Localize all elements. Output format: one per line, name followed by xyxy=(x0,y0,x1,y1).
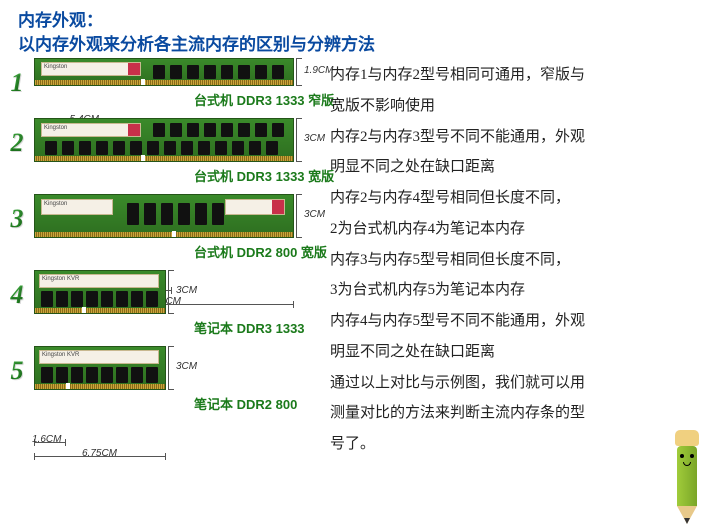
module-type-label: 笔记本 DDR2 800 xyxy=(194,394,297,413)
explanation-line: 明显不同之处在缺口距离 xyxy=(330,152,708,183)
module-number: 1 xyxy=(0,58,34,98)
explanation-line: 3为台式机内存5为笔记本内存 xyxy=(330,275,708,306)
module-number: 3 xyxy=(0,194,34,234)
explanation-line: 2为台式机内存4为笔记本内存 xyxy=(330,214,708,245)
memory-module-3: 3Kingston3CM台式机 DDR2 800 宽版7CM13.3CM xyxy=(0,194,320,266)
pencil-mascot-icon xyxy=(669,424,709,524)
explanation-text: 内存1与内存2型号相同可通用，窄版与宽版不影响使用内存2与内存3型号不同不能通用… xyxy=(330,60,708,460)
ram-stick: Kingston KVR xyxy=(34,346,166,390)
memory-module-2: 2Kingston3CM台式机 DDR3 1333 宽版5.4CM13.3CM xyxy=(0,118,320,190)
module-type-label: 台式机 DDR3 1333 窄版 xyxy=(194,90,334,109)
memory-modules-diagram: 1Kingston1.9CM台式机 DDR3 1333 窄版5.4CM13.3C… xyxy=(0,58,320,422)
explanation-line: 测量对比的方法来判断主流内存条的型 xyxy=(330,398,708,429)
explanation-line: 明显不同之处在缺口距离 xyxy=(330,337,708,368)
explanation-line: 通过以上对比与示例图，我们就可以用 xyxy=(330,368,708,399)
memory-module-1: 1Kingston1.9CM台式机 DDR3 1333 窄版5.4CM13.3C… xyxy=(0,58,320,114)
explanation-line: 宽版不影响使用 xyxy=(330,91,708,122)
height-dimension: 3CM xyxy=(176,361,197,372)
title-line2: 以内存外观来分析各主流内存的区别与分辨方法 xyxy=(18,30,375,55)
ram-stick: Kingston xyxy=(34,118,294,162)
explanation-line: 号了。 xyxy=(330,429,708,460)
title-line1: 内存外观： xyxy=(18,6,103,31)
module-number: 4 xyxy=(0,270,34,310)
height-dimension: 3CM xyxy=(304,209,325,220)
explanation-line: 内存4与内存5型号不同不能通用，外观 xyxy=(330,306,708,337)
width-dimension: 6.75CM xyxy=(82,448,117,459)
memory-module-4: 4Kingston KVR3CM笔记本 DDR3 13332.45CM6.75C… xyxy=(0,270,320,342)
module-type-label: 台式机 DDR3 1333 宽版 xyxy=(194,166,334,185)
ram-stick: Kingston KVR xyxy=(34,270,166,314)
explanation-line: 内存1与内存2型号相同可通用，窄版与 xyxy=(330,60,708,91)
explanation-line: 内存2与内存3型号不同不能通用，外观 xyxy=(330,122,708,153)
ram-stick: Kingston xyxy=(34,194,294,238)
module-number: 2 xyxy=(0,118,34,158)
ram-stick: Kingston xyxy=(34,58,294,86)
module-type-label: 笔记本 DDR3 1333 xyxy=(194,318,305,337)
module-type-label: 台式机 DDR2 800 宽版 xyxy=(194,242,327,261)
width-dimension: 1.6CM xyxy=(32,434,61,445)
module-number: 5 xyxy=(0,346,34,386)
explanation-line: 内存3与内存5型号相同但长度不同， xyxy=(330,245,708,276)
memory-module-5: 5Kingston KVR3CM笔记本 DDR2 8001.6CM6.75CM xyxy=(0,346,320,418)
explanation-line: 内存2与内存4型号相同但长度不同， xyxy=(330,183,708,214)
height-dimension: 3CM xyxy=(304,133,325,144)
height-dimension: 3CM xyxy=(176,285,197,296)
